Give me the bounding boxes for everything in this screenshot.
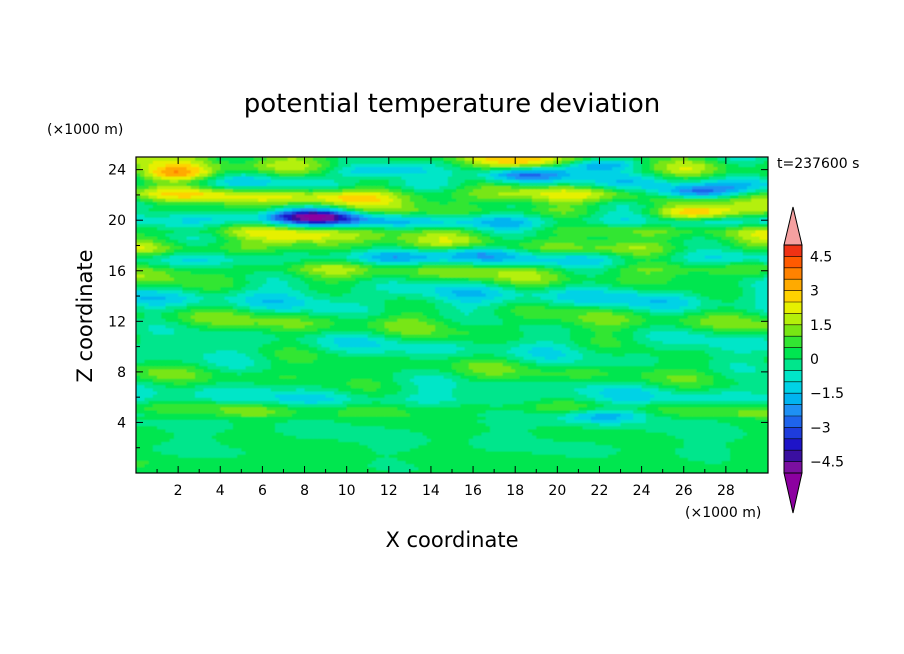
colorbar-segment [784, 359, 802, 371]
colorbar: 4.5 3 1.5 0 −1.5 −3 −4.5 [783, 206, 844, 514]
x-tick-label: 18 [506, 483, 524, 499]
x-axis: 2 4 6 8 10 12 14 16 18 20 22 24 26 28 [156, 157, 748, 499]
y-tick-label: 8 [117, 365, 126, 381]
colorbar-tick-label: −3 [810, 420, 831, 436]
colorbar-segment [784, 336, 802, 348]
x-tick-label: 14 [422, 483, 440, 499]
colorbar-segment [784, 427, 802, 440]
colorbar-segment [784, 256, 802, 269]
y-axis-label: Z coordinate [73, 249, 97, 382]
y-tick-label: 16 [108, 264, 126, 280]
y-axis: 4 8 12 16 20 24 [108, 163, 768, 449]
x-tick-label: 16 [464, 483, 482, 499]
colorbar-segment [784, 347, 802, 360]
colorbar-frame [783, 244, 803, 474]
colorbar-segment [784, 416, 802, 428]
colorbar-under-triangle [783, 472, 803, 514]
colorbar-segment [784, 450, 802, 462]
x-tick-label: 28 [717, 483, 735, 499]
x-tick-label: 22 [591, 483, 609, 499]
colorbar-segment [784, 381, 802, 394]
x-tick-label: 20 [548, 483, 566, 499]
colorbar-segment [784, 279, 802, 291]
chart-title: potential temperature deviation [244, 89, 660, 119]
heatmap-field [136, 157, 768, 473]
colorbar-segment [784, 393, 802, 405]
x-tick-label: 8 [300, 483, 309, 499]
colorbar-segment [784, 324, 802, 337]
x-tick-label: 10 [338, 483, 356, 499]
colorbar-tick-label: 0 [810, 352, 819, 368]
y-tick-label: 20 [108, 213, 126, 229]
colorbar-segment [784, 302, 802, 314]
colorbar-tick-label: 3 [810, 284, 819, 300]
colorbar-segment [784, 313, 802, 326]
colorbar-over-triangle [783, 206, 803, 246]
colorbar-tick-label: −1.5 [810, 386, 844, 402]
x-tick-label: 26 [675, 483, 693, 499]
y-tick-label: 4 [117, 415, 126, 431]
colorbar-tick-label: −4.5 [810, 455, 844, 471]
y-tick-label: 12 [108, 314, 126, 330]
x-tick-label: 24 [633, 483, 651, 499]
y-tick-label: 24 [108, 163, 126, 179]
colorbar-segment [784, 438, 802, 451]
colorbar-segment [784, 404, 802, 417]
colorbar-segment [784, 245, 802, 257]
x-tick-label: 12 [380, 483, 398, 499]
x-axis-unit: (×1000 m) [685, 505, 761, 521]
colorbar-segment [784, 370, 802, 383]
colorbar-segment [784, 290, 802, 303]
time-label: t=237600 s [777, 156, 859, 172]
colorbar-tick-label: 4.5 [810, 249, 832, 265]
colorbar-segment [784, 461, 802, 474]
x-tick-label: 4 [216, 483, 225, 499]
colorbar-segment [784, 267, 802, 280]
x-tick-label: 6 [258, 483, 267, 499]
y-axis-unit: (×1000 m) [47, 122, 123, 138]
x-tick-label: 2 [174, 483, 183, 499]
colorbar-tick-label: 1.5 [810, 318, 832, 334]
x-axis-label: X coordinate [385, 528, 518, 552]
